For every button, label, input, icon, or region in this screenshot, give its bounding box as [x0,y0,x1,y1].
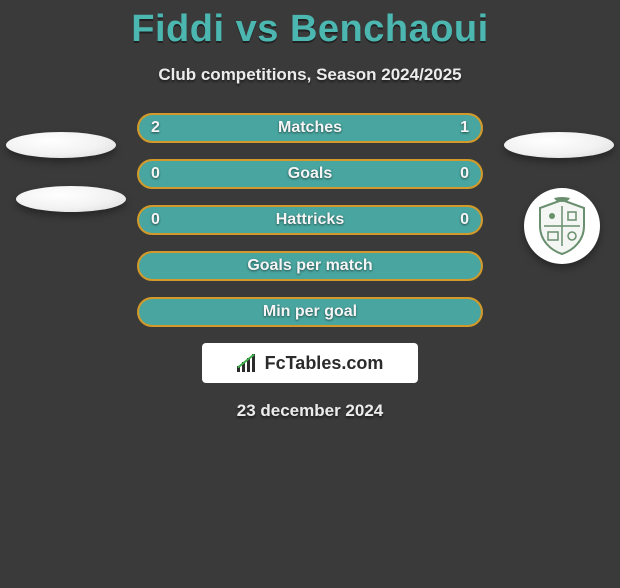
stat-row: Min per goal [137,297,483,327]
date-text: 23 december 2024 [0,401,620,421]
crest-icon [532,196,592,256]
player-right-badge-1 [504,132,614,158]
stat-row: Matches21 [137,113,483,143]
brand-text: FcTables.com [265,353,384,374]
bar-left [139,207,310,233]
bar-right [310,161,481,187]
subtitle: Club competitions, Season 2024/2025 [0,65,620,85]
player-left-badge-1 [6,132,116,158]
stat-row: Goals00 [137,159,483,189]
stat-rows: Matches21 Goals00 Hattricks00 Goals per mat… [137,113,483,327]
stat-row: Hattricks00 [137,205,483,235]
title-right: Benchaoui [290,8,489,50]
player-left-badge-2 [16,186,126,212]
brand-badge: FcTables.com [202,343,418,383]
bar-left [139,253,310,279]
title-vs: vs [236,8,279,50]
page-title: Fiddi vs Benchaoui [0,8,620,51]
bar-left [139,115,367,141]
stat-row: Goals per match [137,251,483,281]
bar-right [310,299,481,325]
bar-right [310,253,481,279]
title-left: Fiddi [131,8,224,50]
bar-left [139,299,310,325]
bar-right [310,207,481,233]
bar-right [367,115,481,141]
player-right-badge-2 [524,188,600,264]
chart-bars-icon [237,354,259,372]
bar-left [139,161,310,187]
